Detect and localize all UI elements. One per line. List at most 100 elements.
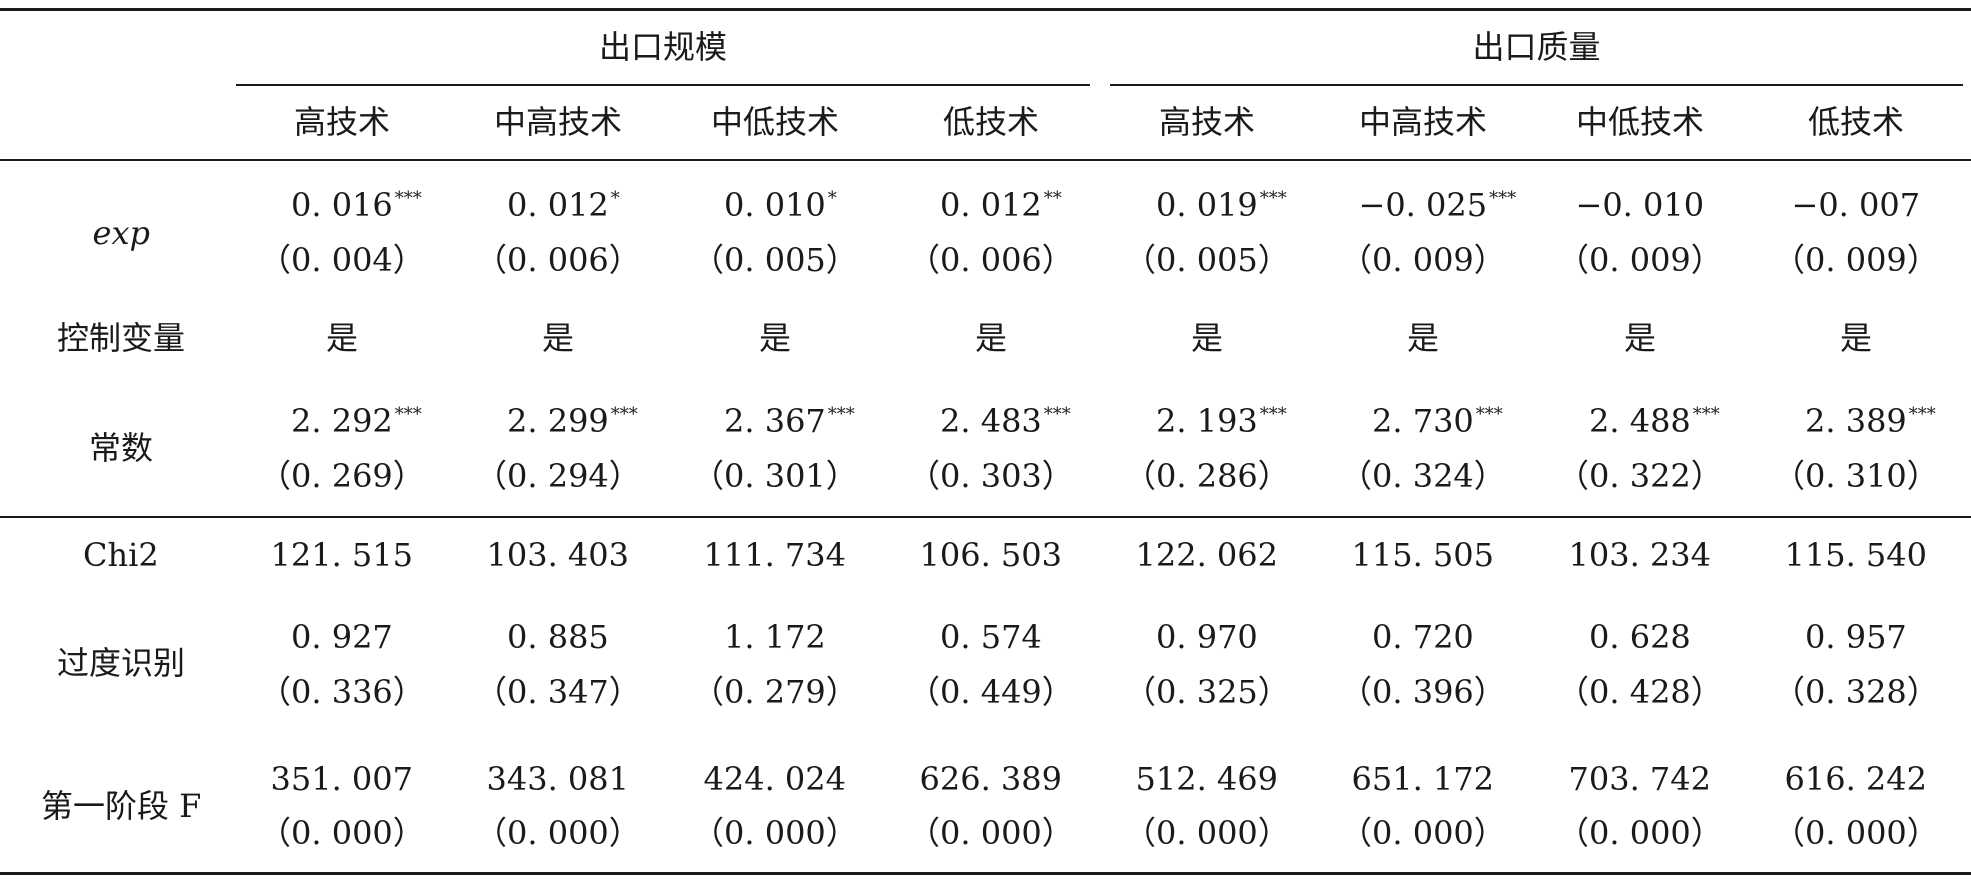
top-rule bbox=[0, 8, 1971, 11]
significance-stars: *** bbox=[394, 188, 422, 209]
cell-value: −0. 025 bbox=[1358, 186, 1488, 224]
standard-error: （0. 428） bbox=[1557, 673, 1723, 711]
group-underline-quality bbox=[1110, 84, 1963, 86]
significance-stars: *** bbox=[394, 404, 422, 425]
cell-value: 0. 012 bbox=[940, 186, 1042, 224]
cell-value: 1. 172 bbox=[724, 618, 826, 656]
cell-value: 703. 742 bbox=[1568, 760, 1712, 798]
column-header: 低技术 bbox=[1808, 103, 1905, 141]
standard-error: （0. 324） bbox=[1340, 457, 1506, 495]
table-cell: 是 bbox=[1624, 318, 1656, 358]
standard-error: （0. 325） bbox=[1124, 673, 1290, 711]
table-cell: 703. 742 bbox=[1569, 759, 1712, 799]
cell-value: 是 bbox=[759, 319, 792, 357]
table-cell: −0. 010 bbox=[1576, 185, 1705, 225]
standard-error: （0. 000） bbox=[908, 814, 1074, 852]
standard-error: （0. 005） bbox=[692, 241, 858, 279]
table-cell: 424. 024 bbox=[704, 759, 847, 799]
table-cell: 0. 019 *** bbox=[1156, 185, 1287, 231]
table-cell: 2. 193 *** bbox=[1156, 401, 1287, 447]
table-cell: 0. 927 bbox=[291, 617, 393, 657]
table-cell: 626. 389 bbox=[920, 759, 1063, 799]
standard-error: （0. 286） bbox=[1124, 457, 1290, 495]
table-cell: 512. 469 bbox=[1136, 759, 1279, 799]
table-cell: −0. 025 *** bbox=[1359, 185, 1517, 231]
table-cell: 0. 957 bbox=[1805, 617, 1907, 657]
table-cell: 是 bbox=[975, 318, 1007, 358]
cell-value: −0. 010 bbox=[1575, 186, 1705, 224]
table-cell: 是 bbox=[1840, 318, 1872, 358]
significance-stars: *** bbox=[1259, 404, 1287, 425]
significance-stars: * bbox=[827, 188, 837, 209]
bottom-rule bbox=[0, 872, 1971, 875]
cell-value: 512. 469 bbox=[1135, 760, 1279, 798]
standard-error: （0. 336） bbox=[259, 673, 425, 711]
table-cell: 2. 367 *** bbox=[724, 401, 855, 447]
cell-value: 0. 957 bbox=[1805, 618, 1907, 656]
standard-error: （0. 322） bbox=[1557, 457, 1723, 495]
standard-error: （0. 009） bbox=[1557, 241, 1723, 279]
cell-value: −0. 007 bbox=[1791, 186, 1921, 224]
table-cell: 103. 234 bbox=[1569, 535, 1712, 575]
cell-value: 343. 081 bbox=[486, 760, 630, 798]
column-header: 高技术 bbox=[294, 103, 391, 141]
row-label: exp bbox=[92, 214, 150, 252]
standard-error: （0. 000） bbox=[692, 814, 858, 852]
table-cell: 343. 081 bbox=[487, 759, 630, 799]
table-cell: 616. 242 bbox=[1785, 759, 1928, 799]
standard-error: （0. 000） bbox=[1773, 814, 1939, 852]
standard-error: （0. 449） bbox=[908, 673, 1074, 711]
table-cell: 0. 628 bbox=[1589, 617, 1691, 657]
cell-value: 0. 016 bbox=[291, 186, 393, 224]
standard-error: （0. 000） bbox=[1124, 814, 1290, 852]
standard-error: （0. 310） bbox=[1773, 457, 1939, 495]
significance-stars: *** bbox=[827, 404, 855, 425]
significance-stars: *** bbox=[1692, 404, 1720, 425]
cell-value: 103. 234 bbox=[1568, 536, 1712, 574]
header-rule bbox=[0, 159, 1971, 161]
table-cell: 651. 172 bbox=[1352, 759, 1495, 799]
table-cell: 是 bbox=[1191, 318, 1223, 358]
standard-error: （0. 004） bbox=[259, 241, 425, 279]
stats-rule bbox=[0, 516, 1971, 518]
standard-error: （0. 269） bbox=[259, 457, 425, 495]
standard-error: （0. 000） bbox=[1340, 814, 1506, 852]
table-cell: 0. 885 bbox=[507, 617, 609, 657]
table-cell: 0. 970 bbox=[1156, 617, 1258, 657]
cell-value: 是 bbox=[326, 319, 359, 357]
table-cell: 是 bbox=[326, 318, 358, 358]
cell-value: 626. 389 bbox=[919, 760, 1063, 798]
cell-value: 2. 367 bbox=[724, 402, 826, 440]
table-cell: 2. 292 *** bbox=[291, 401, 422, 447]
standard-error: （0. 006） bbox=[908, 241, 1074, 279]
cell-value: 115. 540 bbox=[1784, 536, 1928, 574]
significance-stars: *** bbox=[1043, 404, 1071, 425]
table-cell: 0. 012 ** bbox=[940, 185, 1062, 231]
standard-error: （0. 000） bbox=[259, 814, 425, 852]
standard-error: （0. 396） bbox=[1340, 673, 1506, 711]
cell-value: 115. 505 bbox=[1351, 536, 1495, 574]
table-cell: 106. 503 bbox=[920, 535, 1063, 575]
significance-stars: ** bbox=[1043, 188, 1062, 209]
table-cell: 0. 012 * bbox=[507, 185, 620, 231]
cell-value: 111. 734 bbox=[703, 536, 847, 574]
cell-value: 2. 730 bbox=[1372, 402, 1474, 440]
standard-error: （0. 009） bbox=[1340, 241, 1506, 279]
cell-value: 是 bbox=[1624, 319, 1657, 357]
row-label: Chi2 bbox=[83, 536, 159, 574]
cell-value: 是 bbox=[1407, 319, 1440, 357]
column-header: 中低技术 bbox=[1576, 103, 1705, 141]
significance-stars: *** bbox=[610, 404, 638, 425]
cell-value: 2. 488 bbox=[1589, 402, 1691, 440]
table-cell: 是 bbox=[759, 318, 791, 358]
standard-error: （0. 303） bbox=[908, 457, 1074, 495]
standard-error: （0. 006） bbox=[475, 241, 641, 279]
table-cell: 0. 574 bbox=[940, 617, 1042, 657]
cell-value: 0. 574 bbox=[940, 618, 1042, 656]
row-label: 过度识别 bbox=[57, 644, 186, 682]
cell-value: 是 bbox=[1840, 319, 1873, 357]
standard-error: （0. 000） bbox=[475, 814, 641, 852]
cell-value: 2. 292 bbox=[291, 402, 393, 440]
cell-value: 0. 720 bbox=[1372, 618, 1474, 656]
cell-value: 103. 403 bbox=[486, 536, 630, 574]
